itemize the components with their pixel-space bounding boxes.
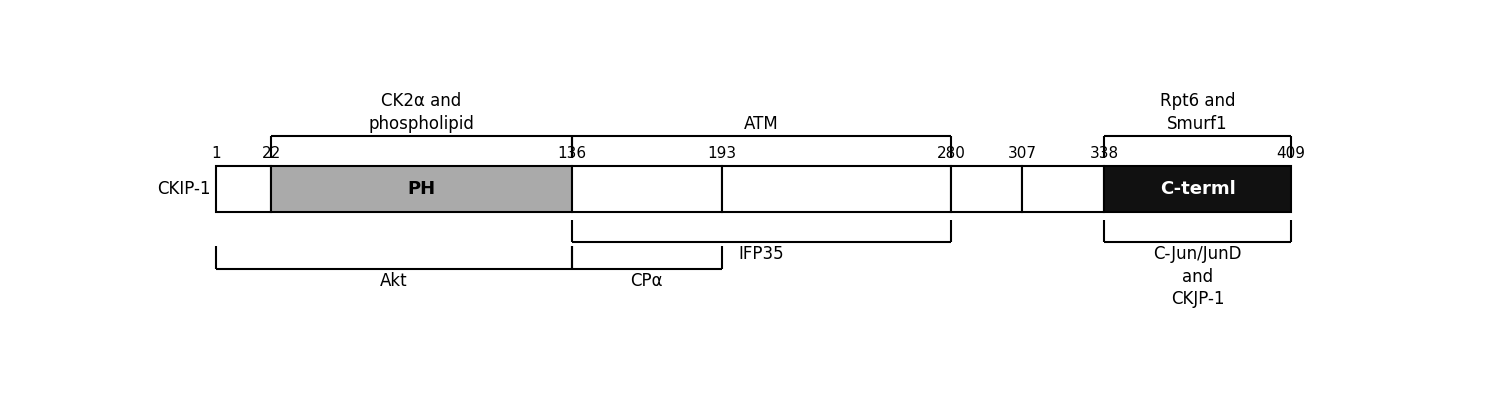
Text: Akt: Akt bbox=[380, 272, 407, 290]
Text: Rpt6 and
Smurf1: Rpt6 and Smurf1 bbox=[1159, 92, 1236, 132]
Bar bbox=[1022, 166, 1104, 212]
Text: C-terml: C-terml bbox=[1159, 180, 1236, 198]
Text: 1: 1 bbox=[211, 146, 221, 160]
Text: CK2α and
phospholipid: CK2α and phospholipid bbox=[368, 92, 474, 132]
Text: CPα: CPα bbox=[630, 272, 663, 290]
Text: PH: PH bbox=[407, 180, 435, 198]
Text: 193: 193 bbox=[708, 146, 736, 160]
Text: 136: 136 bbox=[557, 146, 586, 160]
Text: 409: 409 bbox=[1276, 146, 1306, 160]
Text: 307: 307 bbox=[1008, 146, 1037, 160]
Text: 22: 22 bbox=[262, 146, 281, 160]
Text: 338: 338 bbox=[1089, 146, 1119, 160]
Bar bbox=[215, 166, 271, 212]
Text: ATM: ATM bbox=[744, 114, 779, 132]
Bar bbox=[951, 166, 1022, 212]
Text: 280: 280 bbox=[936, 146, 965, 160]
Text: CKIP-1: CKIP-1 bbox=[157, 180, 209, 198]
Text: C-Jun/JunD
and
CKJP-1: C-Jun/JunD and CKJP-1 bbox=[1153, 246, 1242, 308]
Text: IFP35: IFP35 bbox=[739, 246, 784, 264]
